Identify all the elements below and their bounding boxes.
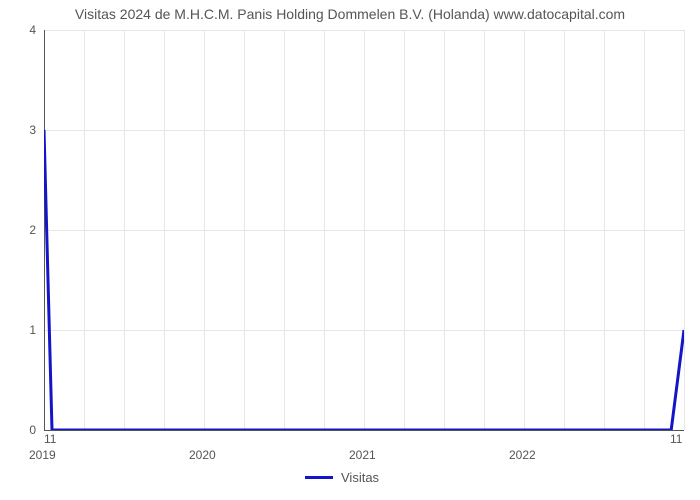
y-tick-label: 4 [29, 23, 36, 37]
y-tick-label: 1 [29, 323, 36, 337]
corner-label-left: 11 [44, 432, 56, 446]
series-line [44, 30, 684, 430]
y-tick-label: 2 [29, 223, 36, 237]
x-tick-label: 2022 [509, 448, 536, 462]
legend-label: Visitas [341, 470, 379, 485]
x-axis-line [44, 430, 684, 431]
gridline-vertical [684, 30, 685, 430]
y-tick-label: 3 [29, 123, 36, 137]
legend: Visitas [305, 470, 379, 485]
corner-label-right: 11 [670, 432, 682, 446]
x-tick-label: 2020 [189, 448, 216, 462]
plot-area [44, 30, 684, 430]
x-tick-label: 2019 [29, 448, 56, 462]
y-tick-label: 0 [29, 423, 36, 437]
chart-title: Visitas 2024 de M.H.C.M. Panis Holding D… [0, 6, 700, 22]
legend-swatch [305, 476, 333, 479]
chart-container: Visitas 2024 de M.H.C.M. Panis Holding D… [0, 0, 700, 500]
x-tick-label: 2021 [349, 448, 376, 462]
